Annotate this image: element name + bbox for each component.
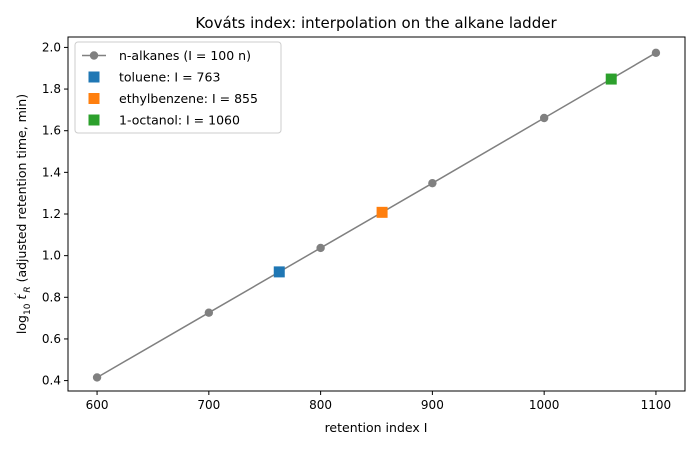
x-tick-label: 1100 (641, 398, 672, 412)
x-tick-label: 700 (197, 398, 220, 412)
y-tick-label: 1.2 (42, 207, 61, 221)
y-tick-label: 1.4 (42, 165, 61, 179)
compound-point (376, 206, 388, 218)
legend-label: n-alkanes (I = 100 n) (119, 48, 251, 63)
alkane-point (651, 48, 661, 58)
legend-circle-swatch (89, 51, 99, 60)
x-tick-label: 800 (309, 398, 332, 412)
y-axis-label: log10 t′R (adjusted retention time, min) (14, 94, 33, 334)
x-axis: 600 700 800 900 1000 1100 (86, 391, 672, 412)
alkane-point (204, 308, 214, 317)
legend-square-swatch (88, 71, 100, 83)
y-axis: 0.4 0.6 0.8 1.0 1.2 1.4 1.6 1.8 2.0 (42, 40, 68, 388)
y-tick-label: 1.0 (42, 249, 61, 263)
y-tick-label: 0.4 (42, 374, 61, 388)
y-tick-label: 1.8 (42, 82, 61, 96)
chart-title: Kováts index: interpolation on the alkan… (195, 14, 557, 32)
alkane-point (428, 178, 437, 188)
legend-box (74, 41, 282, 134)
alkane-line (96, 52, 657, 379)
legend-label: toluene: I = 763 (119, 70, 220, 85)
plot-area (92, 48, 661, 382)
legend: n-alkanes (I = 100 n) toluene: I = 763 eth… (74, 41, 282, 134)
alkane-point (316, 243, 325, 253)
legend-label: 1-octanol: I = 1060 (119, 113, 240, 128)
x-axis-label: retention index I (325, 420, 428, 435)
x-tick-label: 900 (421, 398, 444, 412)
compound-point (273, 266, 285, 278)
legend-square-swatch (88, 114, 100, 126)
y-tick-label: 2.0 (42, 40, 61, 54)
alkane-point (539, 113, 549, 123)
x-tick-label: 600 (86, 398, 109, 412)
y-tick-label: 0.8 (42, 290, 61, 304)
legend-label: ethylbenzene: I = 855 (119, 91, 258, 106)
x-tick-label: 1000 (529, 398, 560, 412)
y-tick-label: 1.6 (42, 124, 61, 138)
compound-point (605, 73, 617, 85)
y-tick-label: 0.6 (42, 332, 61, 346)
alkane-point (92, 373, 102, 382)
legend-square-swatch (88, 93, 100, 104)
